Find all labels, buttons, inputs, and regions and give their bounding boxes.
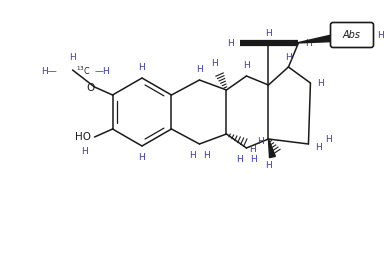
Text: HO: HO xyxy=(75,132,91,142)
Text: H: H xyxy=(227,38,234,48)
Text: H: H xyxy=(265,29,272,37)
FancyBboxPatch shape xyxy=(331,22,373,48)
Text: H: H xyxy=(203,151,210,159)
Polygon shape xyxy=(296,34,335,43)
Text: $^{13}$C: $^{13}$C xyxy=(75,65,90,77)
Text: H: H xyxy=(189,151,196,159)
Text: H: H xyxy=(250,155,257,163)
Text: H: H xyxy=(138,62,145,72)
Text: —H: —H xyxy=(95,66,110,76)
Text: H: H xyxy=(211,60,218,69)
Text: H: H xyxy=(236,155,243,163)
Text: H: H xyxy=(378,30,384,40)
Text: H: H xyxy=(265,160,272,170)
Text: H: H xyxy=(317,78,324,88)
Text: H: H xyxy=(305,38,312,48)
Text: H: H xyxy=(315,143,322,152)
Text: H: H xyxy=(196,65,203,73)
Text: H—: H— xyxy=(41,66,56,76)
Text: H: H xyxy=(138,152,145,162)
Text: H: H xyxy=(257,138,264,147)
Polygon shape xyxy=(268,139,275,158)
Text: Abs: Abs xyxy=(343,30,361,40)
Text: H: H xyxy=(81,147,88,155)
Text: H: H xyxy=(249,146,256,155)
Text: H: H xyxy=(243,61,250,70)
Text: H: H xyxy=(325,135,332,144)
Text: O: O xyxy=(86,83,95,93)
Text: H: H xyxy=(69,53,76,62)
Text: H: H xyxy=(285,53,292,61)
